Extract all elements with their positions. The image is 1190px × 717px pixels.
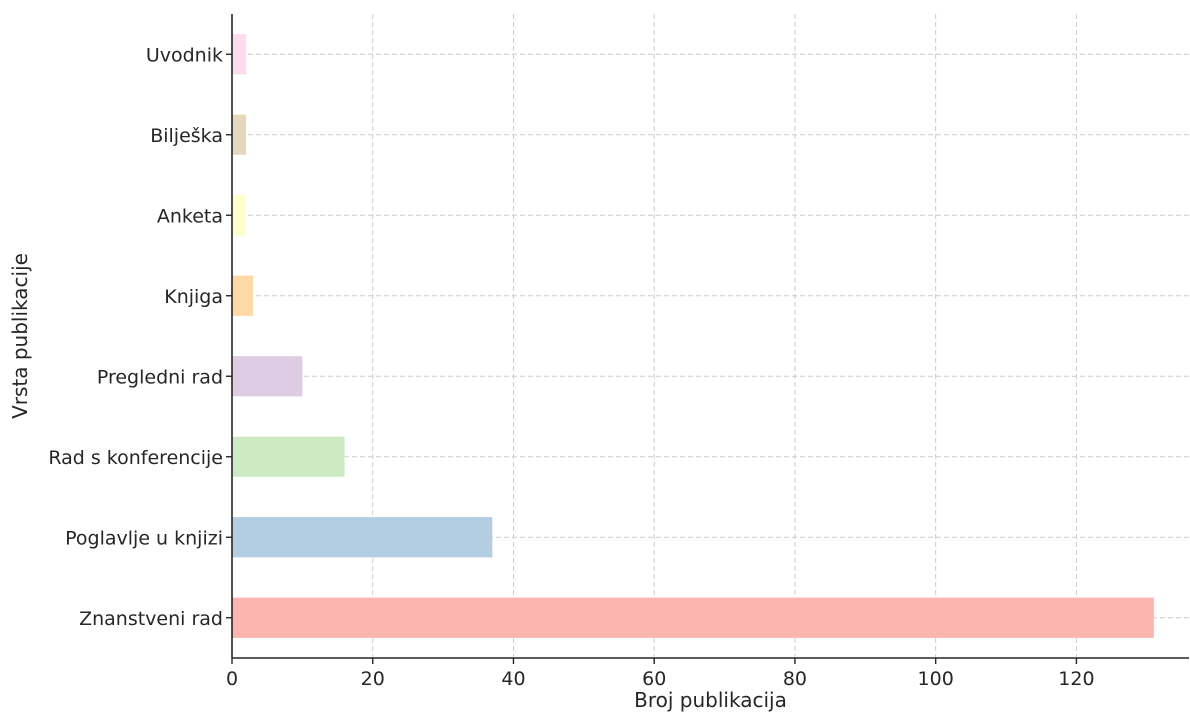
bar xyxy=(232,597,1154,638)
bars xyxy=(232,34,1154,638)
x-tick-label: 0 xyxy=(226,668,238,690)
bar xyxy=(232,517,493,558)
y-tick-label: Pregledni rad xyxy=(97,366,223,388)
x-tick-label: 60 xyxy=(642,668,666,690)
y-tick-label: Rad s konferencije xyxy=(48,447,223,469)
y-tick-label: Znanstveni rad xyxy=(79,608,223,630)
bar xyxy=(232,34,247,75)
x-tick-label: 120 xyxy=(1058,668,1094,690)
x-tick-label: 20 xyxy=(361,668,385,690)
y-tick-label: Poglavlje u knjizi xyxy=(65,527,223,549)
y-tick-label: Bilješka xyxy=(150,125,223,147)
x-tick-label: 40 xyxy=(501,668,525,690)
bar xyxy=(232,195,247,236)
y-tick-label: Uvodnik xyxy=(146,44,223,66)
x-axis-title: Broj publikacija xyxy=(634,688,787,712)
bar xyxy=(232,356,303,397)
bar xyxy=(232,436,345,477)
labels: Broj publikacija Vrsta publikacije xyxy=(8,253,787,712)
y-axis-title: Vrsta publikacije xyxy=(8,253,32,419)
y-tick-label: Knjiga xyxy=(164,286,223,308)
x-tick-label: 80 xyxy=(783,668,807,690)
y-tick-label: Anketa xyxy=(157,205,223,227)
grid xyxy=(231,14,1189,658)
bar xyxy=(232,114,247,155)
x-tick-label: 100 xyxy=(918,668,954,690)
bar xyxy=(232,275,254,316)
axes: 0 20 40 60 80 100 120 Znanstveni rad Poglavlje u… xyxy=(48,14,1189,690)
